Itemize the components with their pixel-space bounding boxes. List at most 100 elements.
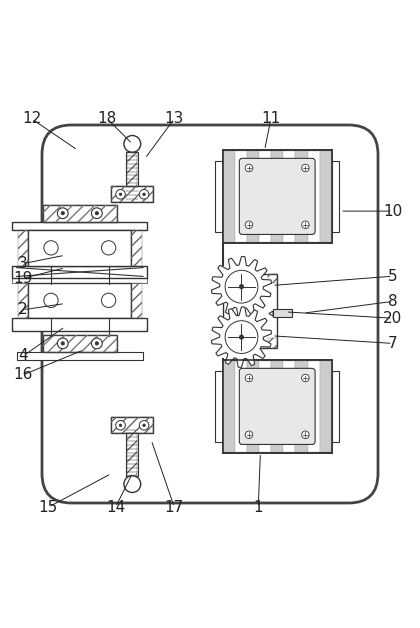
Circle shape (302, 431, 309, 438)
Bar (223, 338, 232, 348)
Circle shape (61, 342, 64, 345)
Bar (223, 274, 277, 348)
Bar (12, 266, 147, 278)
Bar (259, 151, 271, 242)
Bar (43, 205, 117, 222)
Circle shape (245, 221, 253, 229)
Bar (18, 283, 29, 318)
Bar (12, 222, 147, 230)
Circle shape (124, 475, 141, 492)
Circle shape (302, 221, 309, 229)
Bar (259, 361, 271, 452)
Text: 19: 19 (13, 271, 33, 286)
Bar (126, 430, 138, 475)
Bar (235, 361, 247, 452)
Circle shape (245, 374, 253, 382)
Text: 12: 12 (22, 111, 41, 126)
Bar (12, 278, 147, 283)
Circle shape (95, 212, 99, 215)
Circle shape (139, 421, 149, 430)
Bar (320, 151, 332, 242)
Circle shape (44, 293, 58, 308)
Bar (223, 150, 332, 242)
Bar (223, 361, 235, 452)
Polygon shape (269, 311, 273, 316)
Text: 16: 16 (13, 367, 33, 382)
Bar (131, 230, 142, 266)
Circle shape (119, 424, 122, 426)
Bar (268, 274, 277, 283)
Text: 14: 14 (106, 500, 125, 515)
Bar (283, 361, 295, 452)
Text: 5: 5 (388, 269, 397, 284)
Bar (273, 309, 292, 317)
Bar (295, 151, 307, 242)
FancyBboxPatch shape (239, 369, 315, 445)
Bar (268, 338, 277, 348)
Circle shape (143, 193, 145, 195)
Bar (271, 151, 283, 242)
Text: 1: 1 (254, 500, 263, 515)
Circle shape (61, 212, 64, 215)
Bar (111, 187, 153, 202)
Bar (215, 371, 223, 441)
Text: 13: 13 (165, 111, 184, 126)
Bar (307, 361, 320, 452)
Circle shape (143, 424, 145, 426)
Bar (111, 418, 153, 433)
Bar (111, 418, 153, 433)
Circle shape (116, 190, 125, 199)
Circle shape (239, 335, 244, 339)
Text: 15: 15 (39, 500, 58, 515)
Text: 8: 8 (388, 294, 397, 309)
Text: 7: 7 (388, 336, 397, 351)
Bar (295, 361, 307, 452)
Bar (307, 151, 320, 242)
Circle shape (302, 165, 309, 172)
Polygon shape (211, 256, 272, 317)
Bar (332, 371, 339, 441)
Bar (16, 352, 143, 360)
Circle shape (102, 241, 116, 255)
Circle shape (245, 165, 253, 172)
Bar (29, 230, 131, 266)
FancyBboxPatch shape (239, 158, 315, 234)
Bar (223, 360, 332, 453)
Circle shape (225, 321, 258, 354)
Text: 2: 2 (18, 302, 28, 317)
Bar (235, 151, 247, 242)
Circle shape (92, 338, 102, 349)
Text: 18: 18 (97, 111, 117, 126)
Circle shape (124, 136, 141, 153)
Circle shape (92, 208, 102, 219)
Circle shape (58, 338, 68, 349)
Circle shape (116, 421, 125, 430)
Bar (18, 230, 29, 266)
Bar (223, 151, 235, 242)
Circle shape (225, 270, 258, 303)
Circle shape (58, 208, 68, 219)
Text: 3: 3 (18, 256, 28, 271)
Bar (12, 318, 147, 331)
Bar (131, 283, 142, 318)
FancyBboxPatch shape (42, 125, 378, 503)
Bar (271, 361, 283, 452)
Text: 20: 20 (383, 311, 402, 326)
Circle shape (302, 374, 309, 382)
Bar (29, 283, 131, 318)
Circle shape (95, 342, 99, 345)
Circle shape (245, 431, 253, 438)
Text: 4: 4 (18, 349, 28, 364)
Bar (127, 153, 137, 198)
Text: 17: 17 (165, 500, 184, 515)
Bar (111, 187, 153, 202)
Circle shape (119, 193, 122, 195)
Bar (43, 205, 117, 222)
Circle shape (239, 284, 244, 289)
Circle shape (102, 293, 116, 308)
Bar (127, 430, 137, 475)
Text: 10: 10 (383, 203, 402, 219)
Polygon shape (211, 307, 272, 367)
Bar (283, 151, 295, 242)
Bar (223, 274, 232, 283)
